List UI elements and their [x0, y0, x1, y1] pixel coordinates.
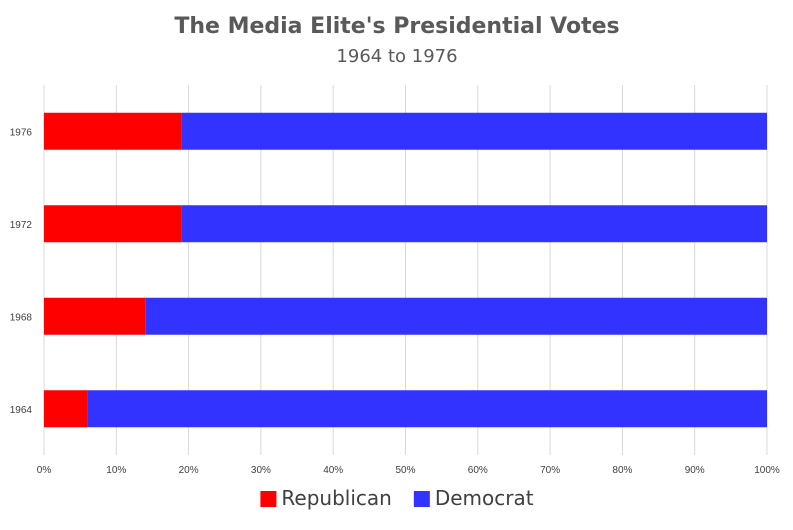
- x-tick-label: 90%: [685, 465, 705, 476]
- y-tick-label: 1972: [10, 220, 33, 231]
- bar-republican-1976: [44, 112, 182, 150]
- legend-label: Republican: [281, 486, 391, 510]
- x-tick-label: 40%: [323, 465, 343, 476]
- x-tick-label: 60%: [468, 465, 488, 476]
- bar-democrat-1972: [181, 205, 767, 243]
- x-tick-label: 50%: [395, 465, 415, 476]
- legend-item: Democrat: [413, 486, 534, 510]
- x-tick-label: 80%: [612, 465, 632, 476]
- chart-title: The Media Elite's Presidential Votes: [174, 14, 619, 39]
- y-tick-label: 1976: [10, 127, 33, 138]
- x-tick-label: 70%: [540, 465, 560, 476]
- bar-republican-1964: [44, 390, 88, 428]
- legend-item: Republican: [260, 486, 392, 510]
- bar-republican-1972: [44, 205, 182, 243]
- legend-swatch: [413, 491, 430, 507]
- y-tick-label: 1964: [10, 405, 33, 416]
- x-tick-label: 0%: [37, 465, 52, 476]
- y-axis-ticks: 1964 1968 1972 1976: [10, 127, 33, 416]
- legend-swatch: [260, 491, 277, 507]
- bar-republican-1968: [44, 297, 146, 335]
- bars: [44, 112, 768, 428]
- bar-democrat-1968: [145, 297, 768, 335]
- x-axis-ticks: 0% 10% 20% 30% 40% 50% 60% 70% 80% 90% 100%: [37, 465, 780, 476]
- legend-label: Democrat: [435, 486, 534, 510]
- x-tick-label: 10%: [106, 465, 126, 476]
- bar-democrat-1964: [87, 390, 767, 428]
- chart-subtitle: 1964 to 1976: [336, 46, 457, 67]
- y-tick-label: 1968: [10, 312, 33, 323]
- x-tick-label: 100%: [754, 465, 780, 476]
- x-tick-label: 30%: [251, 465, 271, 476]
- bar-democrat-1976: [181, 112, 767, 150]
- legend: Republican Democrat: [260, 486, 534, 510]
- x-tick-label: 20%: [179, 465, 199, 476]
